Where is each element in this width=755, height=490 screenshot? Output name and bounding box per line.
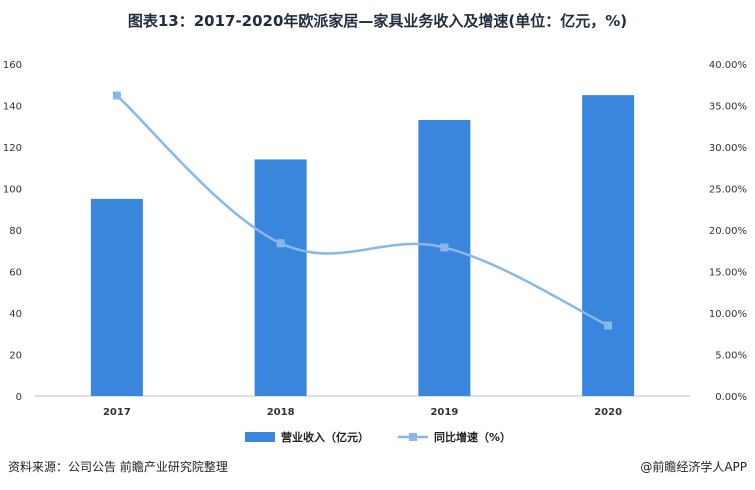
y-right-tick-label: 15.00% [709,268,747,279]
y-right-tick-label: 5.00% [715,351,747,362]
legend: 营业收入（亿元） 同比增速（%） [245,430,511,444]
y-left-tick-label: 140 [3,102,22,113]
bar [582,95,635,396]
y-left-tick-label: 20 [9,351,22,362]
x-axis: 2017 2018 2019 2020 [103,407,622,418]
y-right-tick-label: 10.00% [709,309,747,320]
y-right-tick-label: 30.00% [709,143,747,154]
x-tick-label: 2017 [103,407,131,418]
y-left-tick-label: 0 [16,392,22,403]
y-left-tick-label: 120 [3,143,22,154]
bar [418,120,471,397]
y-right-tick-label: 35.00% [709,102,747,113]
line-point [276,239,285,248]
y-left-tick-label: 160 [3,60,22,71]
chart-title: 图表13：2017-2020年欧派家居—家具业务收入及增速(单位：亿元，%) [127,12,628,30]
y-left-tick-label: 60 [9,268,22,279]
y-right-tick-label: 20.00% [709,226,747,237]
y-left-tick-label: 80 [9,226,22,237]
growth-line [116,94,609,327]
bar [254,159,307,396]
y-right-tick-label: 25.00% [709,185,747,196]
bar-series [90,95,635,397]
legend-line-marker [409,433,417,441]
bar [90,198,143,396]
y-axis-right: 0.00% 5.00% 10.00% 15.00% 20.00% 25.00% 30.00%… [709,60,747,403]
line-series [112,91,613,330]
legend-bar-swatch [245,432,275,442]
legend-bar-label: 营业收入（亿元） [281,430,369,444]
y-right-tick-label: 40.00% [709,60,747,71]
line-point [112,91,121,100]
y-axis-left: 0 20 40 60 80 100 120 140 160 [3,60,22,403]
y-right-tick-label: 0.00% [715,392,747,403]
x-tick-label: 2018 [267,407,295,418]
y-left-tick-label: 40 [9,309,22,320]
brand-note: @前瞻经济学人APP [640,460,747,474]
x-tick-label: 2019 [430,407,458,418]
line-point [440,243,449,252]
x-tick-label: 2020 [594,407,622,418]
legend-line-label: 同比增速（%） [434,430,511,444]
source-note: 资料来源：公司公告 前瞻产业研究院整理 [8,460,228,474]
line-point [604,321,613,330]
y-left-tick-label: 100 [3,185,22,196]
